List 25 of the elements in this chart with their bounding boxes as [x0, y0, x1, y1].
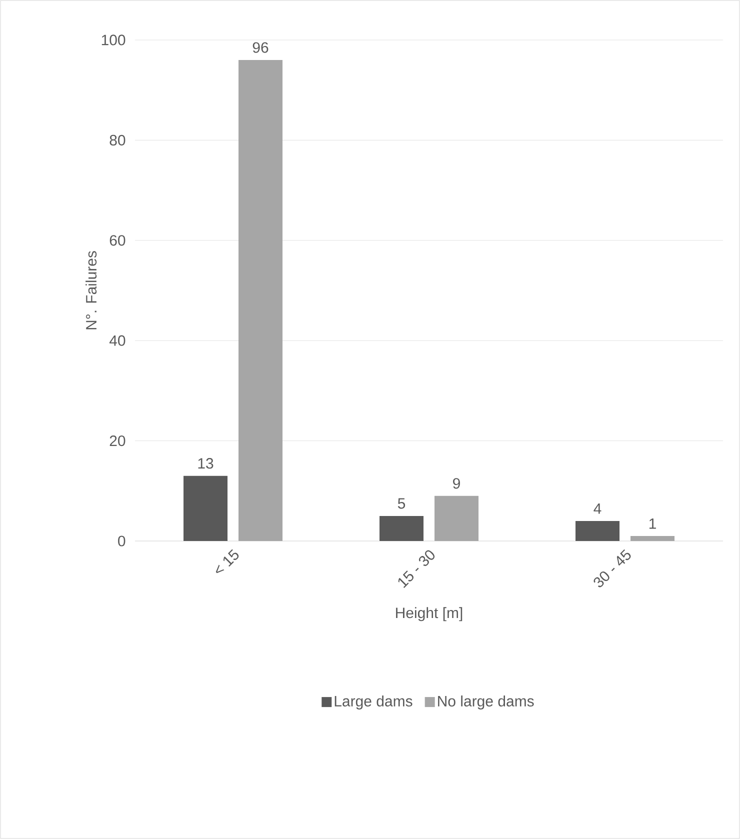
- y-tick-label: 100: [102, 34, 126, 46]
- data-label: 5: [398, 498, 406, 509]
- y-tick-label: 20: [110, 435, 126, 446]
- x-tick-label: 15 - 30: [398, 550, 435, 588]
- bar: [434, 496, 479, 541]
- bar: [576, 520, 620, 541]
- bar: [380, 516, 424, 541]
- x-axis-title: Height [m]: [396, 607, 462, 622]
- y-tick-label: 0: [118, 536, 126, 546]
- bar: [184, 476, 228, 541]
- bar: [238, 60, 283, 541]
- y-axis-title: N°. Failures: [86, 251, 97, 330]
- x-tick-label: 30 - 45: [594, 549, 631, 588]
- x-tick-label: < 15: [216, 549, 239, 574]
- data-label: 4: [594, 503, 602, 514]
- bar: [630, 536, 675, 541]
- legend-label: Large dams: [334, 695, 412, 710]
- legend-label: No large dams: [438, 695, 534, 710]
- data-label: 9: [453, 478, 460, 489]
- y-tick-label: 60: [110, 235, 126, 246]
- data-label: 13: [198, 458, 214, 469]
- data-label: 1: [649, 518, 656, 529]
- data-label: 96: [252, 42, 268, 53]
- y-tick-label: 40: [109, 335, 126, 346]
- y-tick-label: 80: [110, 134, 126, 146]
